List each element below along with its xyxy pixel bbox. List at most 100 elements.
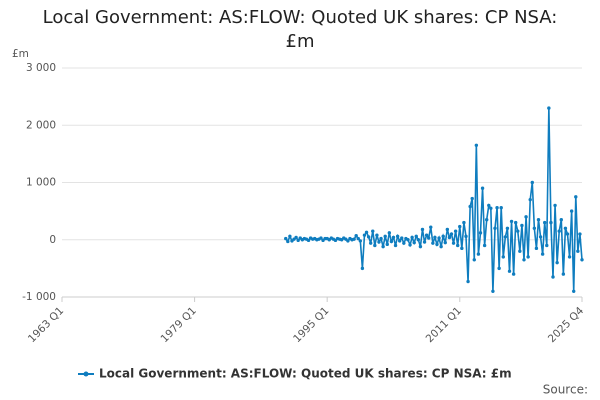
y-tick-label: 2 000: [26, 119, 56, 131]
data-point: [400, 236, 404, 240]
data-point: [511, 272, 516, 276]
data-point: [470, 196, 474, 201]
data-point: [534, 246, 539, 251]
data-point: [387, 231, 392, 235]
data-point: [482, 243, 487, 248]
data-point: [532, 226, 537, 230]
data-point: [540, 252, 545, 256]
y-tick-label: -1 000: [22, 291, 56, 303]
data-point: [435, 242, 439, 247]
data-point: [412, 240, 416, 245]
data-point: [507, 269, 512, 273]
x-tick-label: 1979 Q1: [159, 305, 199, 345]
data-point: [551, 275, 555, 279]
data-point: [288, 234, 292, 239]
data-point: [377, 240, 381, 244]
data-point: [528, 197, 532, 202]
data-point: [563, 226, 568, 230]
data-point: [424, 233, 429, 237]
data-point: [580, 258, 584, 262]
data-point: [480, 186, 485, 190]
data-point: [503, 235, 508, 239]
data-point: [414, 234, 418, 239]
data-point: [346, 239, 350, 243]
data-point: [478, 231, 483, 235]
source: Source:: [543, 383, 588, 397]
data-point: [443, 240, 447, 245]
data-point: [455, 243, 460, 248]
chart-title: Local Government: AS:FLOW: Quoted UK sha…: [42, 7, 558, 52]
data-point: [518, 249, 522, 253]
data-point: [418, 244, 423, 249]
data-point: [397, 239, 402, 243]
data-point: [514, 220, 518, 225]
data-point: [574, 195, 578, 199]
data-point: [429, 225, 433, 229]
data-point: [391, 235, 396, 240]
data-point: [431, 241, 435, 245]
data-point: [549, 220, 553, 225]
data-point: [520, 223, 524, 228]
data-point: [460, 246, 464, 251]
data-point: [385, 242, 389, 247]
data-point: [487, 203, 491, 208]
data-point: [555, 260, 559, 265]
data-point: [565, 232, 570, 236]
data-point: [383, 234, 387, 239]
data-point: [547, 106, 551, 110]
data-point: [449, 232, 454, 236]
data-point: [516, 229, 520, 233]
data-point: [576, 249, 580, 253]
y-tick-label: 0: [49, 234, 56, 246]
data-point: [453, 229, 458, 233]
data-point: [437, 236, 441, 240]
data-point: [468, 204, 472, 209]
data-point: [485, 218, 489, 222]
data-point: [358, 239, 363, 243]
data-point: [433, 235, 437, 240]
data-point: [530, 180, 534, 185]
x-tick-label: 2011 Q1: [424, 305, 464, 345]
data-point: [406, 238, 410, 242]
data-point: [393, 243, 398, 248]
data-point: [578, 232, 582, 236]
data-point: [389, 239, 394, 244]
data-point: [491, 289, 495, 293]
data-point: [402, 241, 406, 245]
data-point: [476, 252, 481, 256]
data-point: [371, 229, 375, 233]
data-point: [538, 235, 543, 239]
y-unit: £m: [12, 48, 29, 60]
data-point: [445, 227, 450, 232]
data-point: [472, 258, 476, 262]
data-point: [561, 272, 566, 276]
data-point: [557, 229, 561, 233]
x-tick-label: 2025 Q4: [546, 305, 587, 346]
data-point: [410, 235, 414, 240]
data-point: [569, 209, 574, 213]
data-point: [364, 230, 369, 235]
data-point: [451, 241, 456, 245]
data-point: [426, 236, 431, 240]
data-point: [375, 233, 379, 237]
data-point: [284, 236, 288, 241]
data-point: [495, 205, 499, 210]
data-point: [366, 235, 371, 239]
data-point: [379, 236, 383, 241]
data-point: [356, 236, 360, 241]
data-point: [416, 238, 421, 242]
data-point: [408, 243, 412, 247]
data-point: [306, 238, 311, 243]
data-point: [509, 219, 514, 224]
data-point: [474, 143, 479, 147]
y-tick-label: 3 000: [26, 62, 56, 74]
data-point: [526, 255, 530, 259]
data-point: [441, 234, 445, 239]
data-point: [447, 235, 452, 240]
legend-marker: [83, 371, 89, 377]
data-point: [294, 235, 298, 240]
data-point: [422, 240, 427, 244]
data-point: [360, 266, 365, 271]
